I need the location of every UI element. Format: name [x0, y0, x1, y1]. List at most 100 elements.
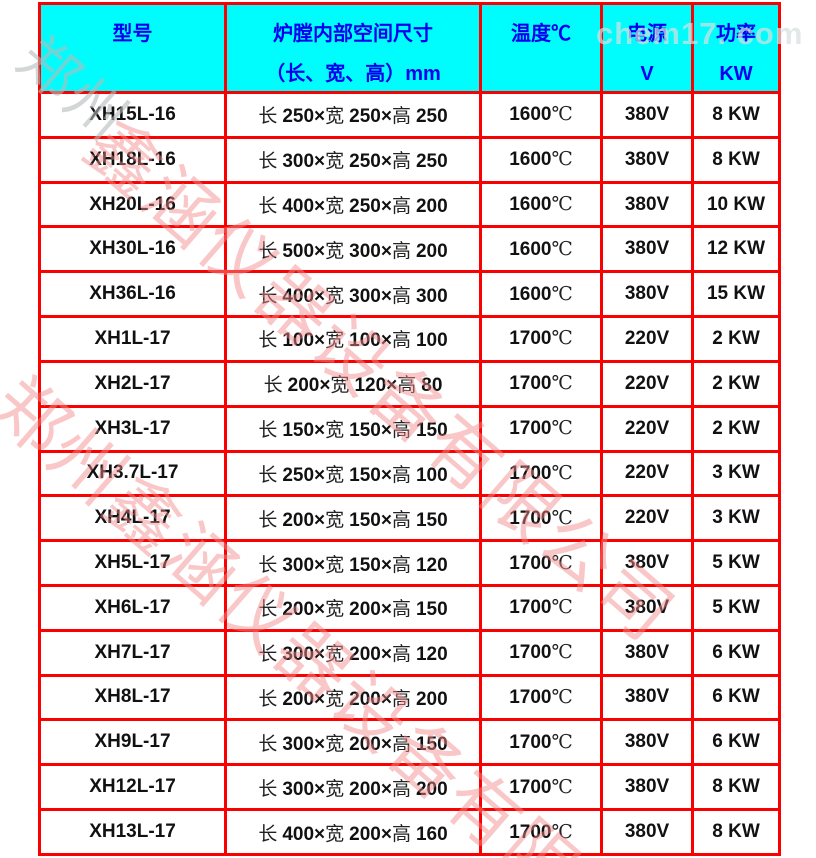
power-cell: 8 KW — [691, 135, 781, 184]
voltage-cell: 380V — [600, 180, 694, 229]
table-row: XH8L-17 长 200×宽 200×高 200 1700℃ 380V 6 KW — [38, 673, 781, 722]
power-cell: 5 KW — [691, 539, 781, 587]
table-row: XH18L-16 长 300×宽 250×高 250 1600℃ 380V 8 KW — [38, 135, 781, 184]
model-cell: XH3.7L-17 — [38, 449, 227, 498]
col-header-voltage-line2: V — [640, 63, 654, 85]
model-cell: XH15L-16 — [38, 91, 227, 139]
col-header-power-line1: 功率 — [716, 23, 756, 45]
power-cell: 2 KW — [691, 315, 781, 363]
power-cell: 2 KW — [691, 404, 781, 453]
voltage-cell: 380V — [600, 583, 694, 632]
col-header-dimensions-line1: 炉膛内部空间尺寸 — [273, 23, 433, 45]
dimensions-cell: 长 400×宽 250×高 200 — [224, 180, 482, 229]
voltage-cell: 220V — [600, 494, 694, 543]
model-cell: XH7L-17 — [38, 628, 227, 677]
col-header-voltage-line1: 电源 — [627, 23, 667, 45]
voltage-cell: 220V — [600, 359, 694, 408]
power-cell: 8 KW — [691, 91, 781, 139]
table-row: XH3L-17 长 150×宽 150×高 150 1700℃ 220V 2 KW — [38, 404, 781, 453]
model-cell: XH36L-16 — [38, 270, 227, 319]
dimensions-cell: 长 200×宽 150×高 150 — [224, 494, 482, 543]
model-cell: XH3L-17 — [38, 404, 227, 453]
voltage-cell: 380V — [600, 808, 694, 856]
power-cell: 10 KW — [691, 180, 781, 229]
voltage-cell: 380V — [600, 135, 694, 184]
table-row: XH3.7L-17 长 250×宽 150×高 100 1700℃ 220V 3 KW — [38, 449, 781, 498]
power-cell: 6 KW — [691, 718, 781, 767]
model-cell: XH20L-16 — [38, 180, 227, 229]
table-row: XH6L-17 长 200×宽 200×高 150 1700℃ 380V 5 KW — [38, 583, 781, 632]
power-cell: 8 KW — [691, 808, 781, 856]
col-header-model: 型号 — [38, 2, 227, 94]
temperature-cell: 1700℃ — [479, 673, 603, 722]
col-header-dimensions-line2: （长、宽、高）mm — [265, 63, 441, 85]
col-header-temperature-label: 温度℃ — [511, 23, 571, 45]
col-header-power: 功率 KW — [691, 2, 781, 94]
dimensions-cell: 长 300×宽 200×高 200 — [224, 763, 482, 811]
voltage-cell: 220V — [600, 315, 694, 363]
col-header-model-label: 型号 — [112, 23, 153, 45]
dimensions-cell: 长 400×宽 300×高 300 — [224, 270, 482, 319]
temperature-cell: 1700℃ — [479, 404, 603, 453]
table-row: XH1L-17 长 100×宽 100×高 100 1700℃ 220V 2 KW — [38, 315, 781, 363]
temperature-cell: 1700℃ — [479, 494, 603, 543]
table-row: XH4L-17 长 200×宽 150×高 150 1700℃ 220V 3 KW — [38, 494, 781, 543]
temperature-cell: 1700℃ — [479, 583, 603, 632]
table-row: XH9L-17 长 300×宽 200×高 150 1700℃ 380V 6 KW — [38, 718, 781, 767]
power-cell: 5 KW — [691, 583, 781, 632]
voltage-cell: 380V — [600, 225, 694, 274]
voltage-cell: 380V — [600, 539, 694, 587]
table-body: XH15L-16 长 250×宽 250×高 250 1600℃ 380V 8 KW XH18L… — [38, 91, 781, 856]
temperature-cell: 1700℃ — [479, 763, 603, 811]
table-row: XH5L-17 长 300×宽 150×高 120 1700℃ 380V 5 KW — [38, 539, 781, 587]
temperature-cell: 1600℃ — [479, 135, 603, 184]
table-row: XH12L-17 长 300×宽 200×高 200 1700℃ 380V 8 KW — [38, 763, 781, 811]
power-cell: 6 KW — [691, 628, 781, 677]
dimensions-cell: 长 250×宽 250×高 250 — [224, 91, 482, 139]
power-cell: 3 KW — [691, 494, 781, 543]
voltage-cell: 380V — [600, 91, 694, 139]
table-row: XH20L-16 长 400×宽 250×高 200 1600℃ 380V 10 KW — [38, 180, 781, 229]
voltage-cell: 380V — [600, 718, 694, 767]
voltage-cell: 380V — [600, 628, 694, 677]
model-cell: XH18L-16 — [38, 135, 227, 184]
power-cell: 3 KW — [691, 449, 781, 498]
dimensions-cell: 长 500×宽 300×高 200 — [224, 225, 482, 274]
temperature-cell: 1600℃ — [479, 270, 603, 319]
voltage-cell: 380V — [600, 763, 694, 811]
dimensions-cell: 长 400×宽 200×高 160 — [224, 808, 482, 856]
voltage-cell: 220V — [600, 449, 694, 498]
temperature-cell: 1700℃ — [479, 718, 603, 767]
col-header-power-line2: KW — [719, 63, 753, 85]
header-row: 型号 炉膛内部空间尺寸 （长、宽、高）mm 温度℃ 电源 V 功率 KW — [38, 2, 781, 94]
voltage-cell: 220V — [600, 404, 694, 453]
col-header-temperature: 温度℃ — [479, 2, 603, 94]
dimensions-cell: 长 200×宽 200×高 150 — [224, 583, 482, 632]
dimensions-cell: 长 200×宽 200×高 200 — [224, 673, 482, 722]
table-row: XH30L-16 长 500×宽 300×高 200 1600℃ 380V 12 KW — [38, 225, 781, 274]
table-row: XH15L-16 长 250×宽 250×高 250 1600℃ 380V 8 KW — [38, 91, 781, 139]
dimensions-cell: 长 200×宽 120×高 80 — [224, 359, 482, 408]
dimensions-cell: 长 300×宽 200×高 150 — [224, 718, 482, 767]
power-cell: 15 KW — [691, 270, 781, 319]
model-cell: XH6L-17 — [38, 583, 227, 632]
col-header-voltage: 电源 V — [600, 2, 694, 94]
temperature-cell: 1700℃ — [479, 628, 603, 677]
voltage-cell: 380V — [600, 270, 694, 319]
dimensions-cell: 长 250×宽 150×高 100 — [224, 449, 482, 498]
model-cell: XH2L-17 — [38, 359, 227, 408]
table-row: XH13L-17 长 400×宽 200×高 160 1700℃ 380V 8 KW — [38, 808, 781, 856]
temperature-cell: 1700℃ — [479, 449, 603, 498]
col-header-dimensions: 炉膛内部空间尺寸 （长、宽、高）mm — [224, 2, 482, 94]
temperature-cell: 1600℃ — [479, 91, 603, 139]
model-cell: XH9L-17 — [38, 718, 227, 767]
table-row: XH7L-17 长 300×宽 200×高 120 1700℃ 380V 6 KW — [38, 628, 781, 677]
model-cell: XH5L-17 — [38, 539, 227, 587]
power-cell: 12 KW — [691, 225, 781, 274]
temperature-cell: 1700℃ — [479, 539, 603, 587]
model-cell: XH30L-16 — [38, 225, 227, 274]
dimensions-cell: 长 100×宽 100×高 100 — [224, 315, 482, 363]
dimensions-cell: 长 300×宽 250×高 250 — [224, 135, 482, 184]
temperature-cell: 1700℃ — [479, 359, 603, 408]
